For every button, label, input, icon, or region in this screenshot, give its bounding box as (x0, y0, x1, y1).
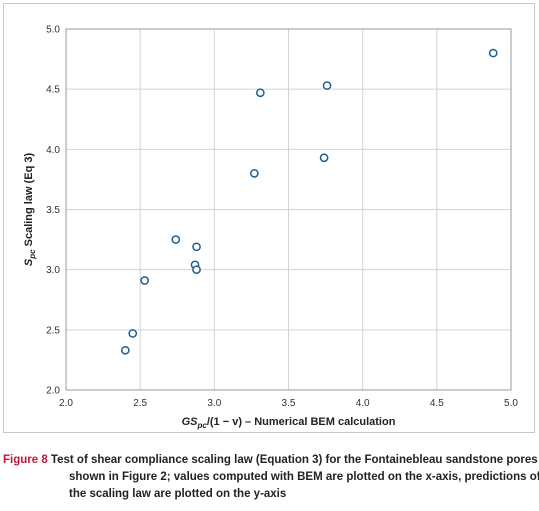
y-axis-title-main: S (23, 258, 35, 266)
chart-frame: 2.0 2.5 3.0 3.5 4.0 4.5 5.0 2.0 2.5 3.0 3.5 4.0 4.5… (3, 3, 535, 433)
y-tick-label: 2.0 (46, 386, 60, 397)
x-tick-label: 4.5 (430, 398, 444, 409)
y-tick-label: 4.0 (46, 145, 60, 156)
data-points (120, 48, 498, 355)
data-point (319, 153, 329, 163)
x-tick-label: 3.0 (207, 398, 221, 409)
x-axis-title-rest: /(1 − v) – Numerical BEM calculation (207, 416, 396, 428)
y-axis-title: Spc Scaling law (Eq 3) (23, 153, 37, 267)
scatter-plot: 2.0 2.5 3.0 3.5 4.0 4.5 5.0 2.0 2.5 3.0 3.5 4.0 4.5… (23, 25, 518, 431)
x-tick-label: 2.0 (59, 398, 73, 409)
caption-text-1: Test of shear compliance scaling law (Eq… (47, 454, 538, 466)
x-tick-labels: 2.0 2.5 3.0 3.5 4.0 4.5 5.0 (59, 398, 518, 409)
x-tick-label: 5.0 (504, 398, 518, 409)
x-axis-title-main: GS (182, 416, 199, 428)
data-point (488, 48, 498, 58)
x-tick-label: 3.5 (282, 398, 296, 409)
y-tick-label: 2.5 (46, 325, 60, 336)
y-tick-label: 3.0 (46, 265, 60, 276)
y-tick-label: 4.5 (46, 85, 60, 96)
data-point (255, 88, 265, 98)
data-point (171, 235, 181, 244)
y-tick-label: 3.5 (46, 205, 60, 216)
figure-label: Figure 8 (3, 454, 48, 466)
caption-line-3: the scaling law are plotted on the y-axi… (69, 488, 287, 500)
x-axis-title-sub: pc (196, 421, 207, 430)
data-point (128, 329, 138, 338)
data-point (250, 169, 259, 178)
x-tick-label: 2.5 (133, 398, 147, 409)
data-point (322, 81, 332, 90)
plot-area-border (65, 28, 512, 391)
x-axis-title: GSpc/(1 − v) – Numerical BEM calculation (182, 416, 396, 430)
y-tick-label: 5.0 (46, 25, 60, 36)
data-point (192, 242, 201, 252)
y-axis-title-rest: Scaling law (Eq 3) (23, 153, 35, 250)
data-point (120, 345, 130, 355)
data-point (140, 276, 149, 285)
caption-line-2: shown in Figure 2; values computed with … (69, 471, 539, 483)
caption-line-1: Figure 8 Test of shear compliance scalin… (3, 452, 538, 469)
y-axis-title-sub: pc (28, 249, 37, 260)
y-tick-labels: 2.0 2.5 3.0 3.5 4.0 4.5 5.0 (46, 25, 60, 397)
figure-caption: Figure 8 Test of shear compliance scalin… (3, 452, 539, 503)
x-tick-label: 4.0 (356, 398, 370, 409)
data-point (192, 265, 201, 275)
